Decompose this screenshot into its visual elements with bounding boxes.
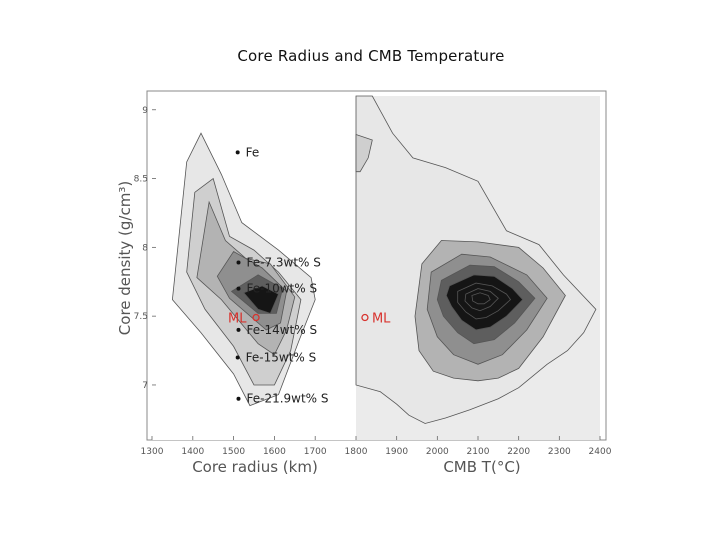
composition-marker-dot [236,286,241,291]
left-x-tick-label: 1300 [141,447,164,457]
ml-point-label: ML [372,312,391,327]
left-x-tick-label: 1700 [304,447,327,457]
composition-marker-label: Fe-15wt% S [246,350,317,364]
right-x-tick-label: 2300 [548,447,571,457]
composition-marker-label: Fe-7.3wt% S [246,255,320,269]
composition-marker-dot [235,355,240,360]
left-contour-panel: Fe Fe-7.3wt% S Fe-10wt% S Fe-14wt% S Fe-15wt… [116,96,356,476]
ml-point-label: ML [228,312,247,327]
left-y-tick-label: 7.5 [134,312,148,322]
left-y-axis-label: Core density (g/cm³) [116,181,134,335]
left-y-ticks: 7 7.5 8 8.5 9 [134,106,156,391]
right-x-tick-label: 1800 [345,447,368,457]
left-y-tick-label: 8.5 [134,175,148,185]
left-x-tick-label: 1400 [181,447,204,457]
left-y-tick-label: 8 [142,243,148,253]
left-contour-levels [171,132,316,407]
right-contour-levels [355,95,597,424]
right-x-tick-label: 2100 [467,447,490,457]
composition-marker-dot [236,396,241,401]
left-x-tick-label: 1600 [263,447,286,457]
composition-marker-label: Fe-21.9wt% S [246,392,328,406]
left-y-tick-label: 9 [142,106,148,116]
composition-marker-label: Fe [246,145,260,159]
slide-title: Core Radius and CMB Temperature [237,47,505,65]
ml-point-marker [361,313,369,322]
left-x-tick-label: 1500 [222,447,245,457]
right-x-tick-label: 2000 [426,447,449,457]
right-contour-level-2 [355,133,373,173]
right-x-tick-label: 2400 [589,447,612,457]
left-x-ticks: 1300 1400 1500 1600 1700 [141,436,327,457]
left-contour-level-6 [243,285,280,314]
composition-marker-dot [235,150,240,155]
ml-point-right: ML [361,312,391,327]
right-x-ticks: 1800 1900 2000 2100 2200 2300 2400 [345,436,612,457]
left-y-tick-label: 7 [142,381,148,391]
right-contour-panel: 1800 1900 2000 2100 2200 2300 2400 CMB T(°C) M… [345,95,612,476]
composition-markers: Fe Fe-7.3wt% S Fe-10wt% S Fe-14wt% S Fe-15wt… [235,145,329,406]
right-contour-level-9 [471,292,491,305]
ml-point-left: ML [228,312,260,327]
composition-marker-dot [236,260,241,265]
composition-marker-dot [236,327,241,332]
composition-marker-label: Fe-14wt% S [246,323,317,337]
right-x-axis-label: CMB T(°C) [443,458,520,476]
left-x-axis-label: Core radius (km) [192,458,318,476]
composition-marker-label: Fe-10wt% S [246,282,317,296]
ml-point-marker [252,313,260,322]
right-x-tick-label: 1900 [385,447,408,457]
right-x-tick-label: 2200 [507,447,530,457]
